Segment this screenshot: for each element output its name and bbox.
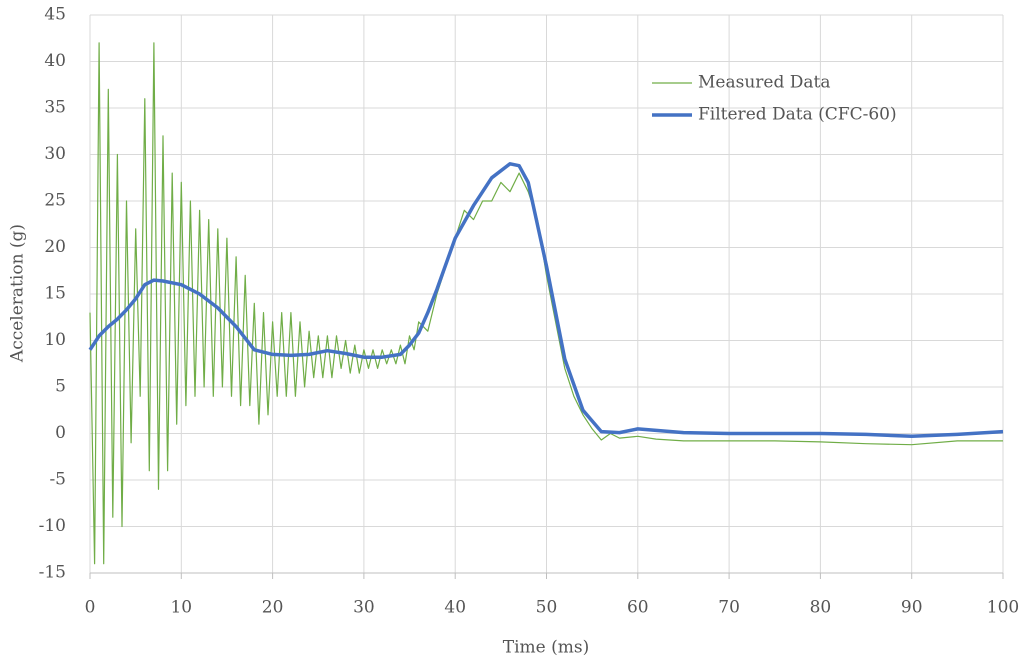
y-tick-label: 10 <box>44 330 66 350</box>
y-tick-label: 25 <box>44 191 66 211</box>
y-tick-label: 30 <box>44 144 66 164</box>
y-axis-label: Acceleration (g) <box>8 224 28 363</box>
y-tick-label: 0 <box>55 423 66 443</box>
x-tick-label: 60 <box>627 598 649 618</box>
y-tick-label: 15 <box>44 284 66 304</box>
x-tick-label: 50 <box>536 598 558 618</box>
y-tick-label: -5 <box>49 470 66 490</box>
y-tick-label: 35 <box>44 98 66 118</box>
y-tick-label: 45 <box>44 5 66 25</box>
x-tick-label: 10 <box>170 598 192 618</box>
x-tick-label: 0 <box>85 598 96 618</box>
y-tick-label: -15 <box>39 563 66 583</box>
legend-label: Filtered Data (CFC-60) <box>698 105 897 125</box>
y-tick-label: 20 <box>44 237 66 257</box>
legend-label: Measured Data <box>698 73 830 93</box>
x-tick-label: 70 <box>718 598 740 618</box>
y-tick-label: 40 <box>44 51 66 71</box>
y-tick-label: 5 <box>55 377 66 397</box>
x-axis-label: Time (ms) <box>503 638 589 658</box>
x-tick-label: 100 <box>987 598 1019 618</box>
x-tick-label: 30 <box>353 598 375 618</box>
data-line <box>89 42 1003 565</box>
x-tick-label: 90 <box>901 598 923 618</box>
x-tick-label: 80 <box>810 598 832 618</box>
x-tick-label: 40 <box>444 598 466 618</box>
data-line <box>88 162 1004 439</box>
y-tick-label: -10 <box>39 516 66 536</box>
x-tick-label: 20 <box>262 598 284 618</box>
